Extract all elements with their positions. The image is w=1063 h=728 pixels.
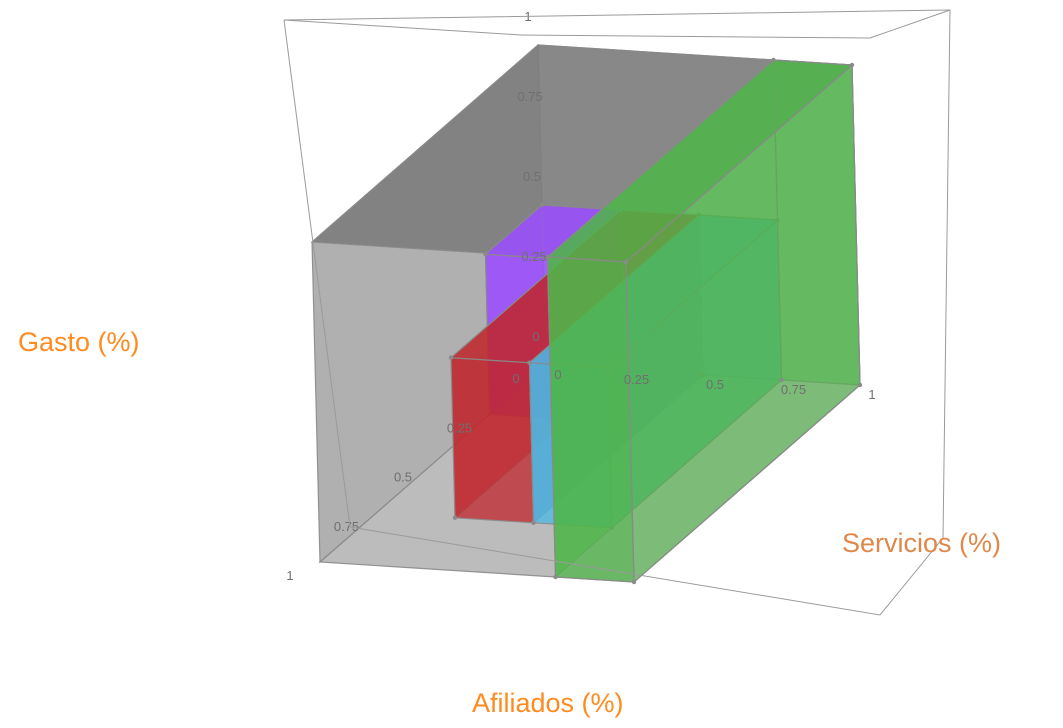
y-tick-label: 0.5 xyxy=(523,169,541,184)
box-3-vertex-4 xyxy=(857,382,863,388)
z-tick-label: 0 xyxy=(512,371,519,386)
x-tick-label: 1 xyxy=(868,387,875,402)
x-tick-label: 0 xyxy=(554,367,561,382)
z-tick-label: 0.5 xyxy=(394,470,412,485)
outer-frame xyxy=(283,9,951,616)
y-tick-label: 0.25 xyxy=(521,249,546,264)
x-axis-title: Afiliados (%) xyxy=(472,688,624,718)
box-2-vertex-1 xyxy=(531,520,536,525)
y-tick-label: 0 xyxy=(532,329,539,344)
data-box-3 xyxy=(545,57,863,585)
outer-frame-edge xyxy=(520,34,871,39)
box-1-vertex-3 xyxy=(448,355,454,360)
box-3-vertex-7 xyxy=(623,259,629,265)
box-3-vertex-1 xyxy=(553,574,558,580)
box-1-vertex-1 xyxy=(452,515,458,520)
z-axis-title: Servicios (%) xyxy=(842,528,1002,558)
box-3-vertex-5 xyxy=(631,579,637,585)
box-3-vertex-2 xyxy=(771,57,776,63)
y-tick-label: 0.75 xyxy=(517,89,542,104)
box-2-vertex-3 xyxy=(527,360,532,365)
box-3-vertex-6 xyxy=(849,62,855,68)
box-layer xyxy=(448,57,863,585)
box-3-front xyxy=(546,256,635,583)
x-tick-label: 0.5 xyxy=(706,377,724,392)
box-3-vertex-0 xyxy=(779,377,784,383)
frame-layer xyxy=(283,9,951,616)
outer-frame-edge xyxy=(869,9,951,39)
x-tick-label: 0.75 xyxy=(781,382,806,397)
z-tick-label: 0.25 xyxy=(447,420,472,435)
box-1-front xyxy=(450,357,535,524)
z-tick-label: 1 xyxy=(286,568,293,583)
outer-frame-edge xyxy=(283,19,522,36)
x-tick-label: 0.25 xyxy=(624,372,649,387)
y-axis-title: Gasto (%) xyxy=(18,327,140,357)
z-tick-label: 0.75 xyxy=(334,519,359,534)
box-0-vertex-3 xyxy=(483,252,488,257)
box-0-vertex-2 xyxy=(539,202,545,208)
box-3-vertex-3 xyxy=(545,254,550,260)
